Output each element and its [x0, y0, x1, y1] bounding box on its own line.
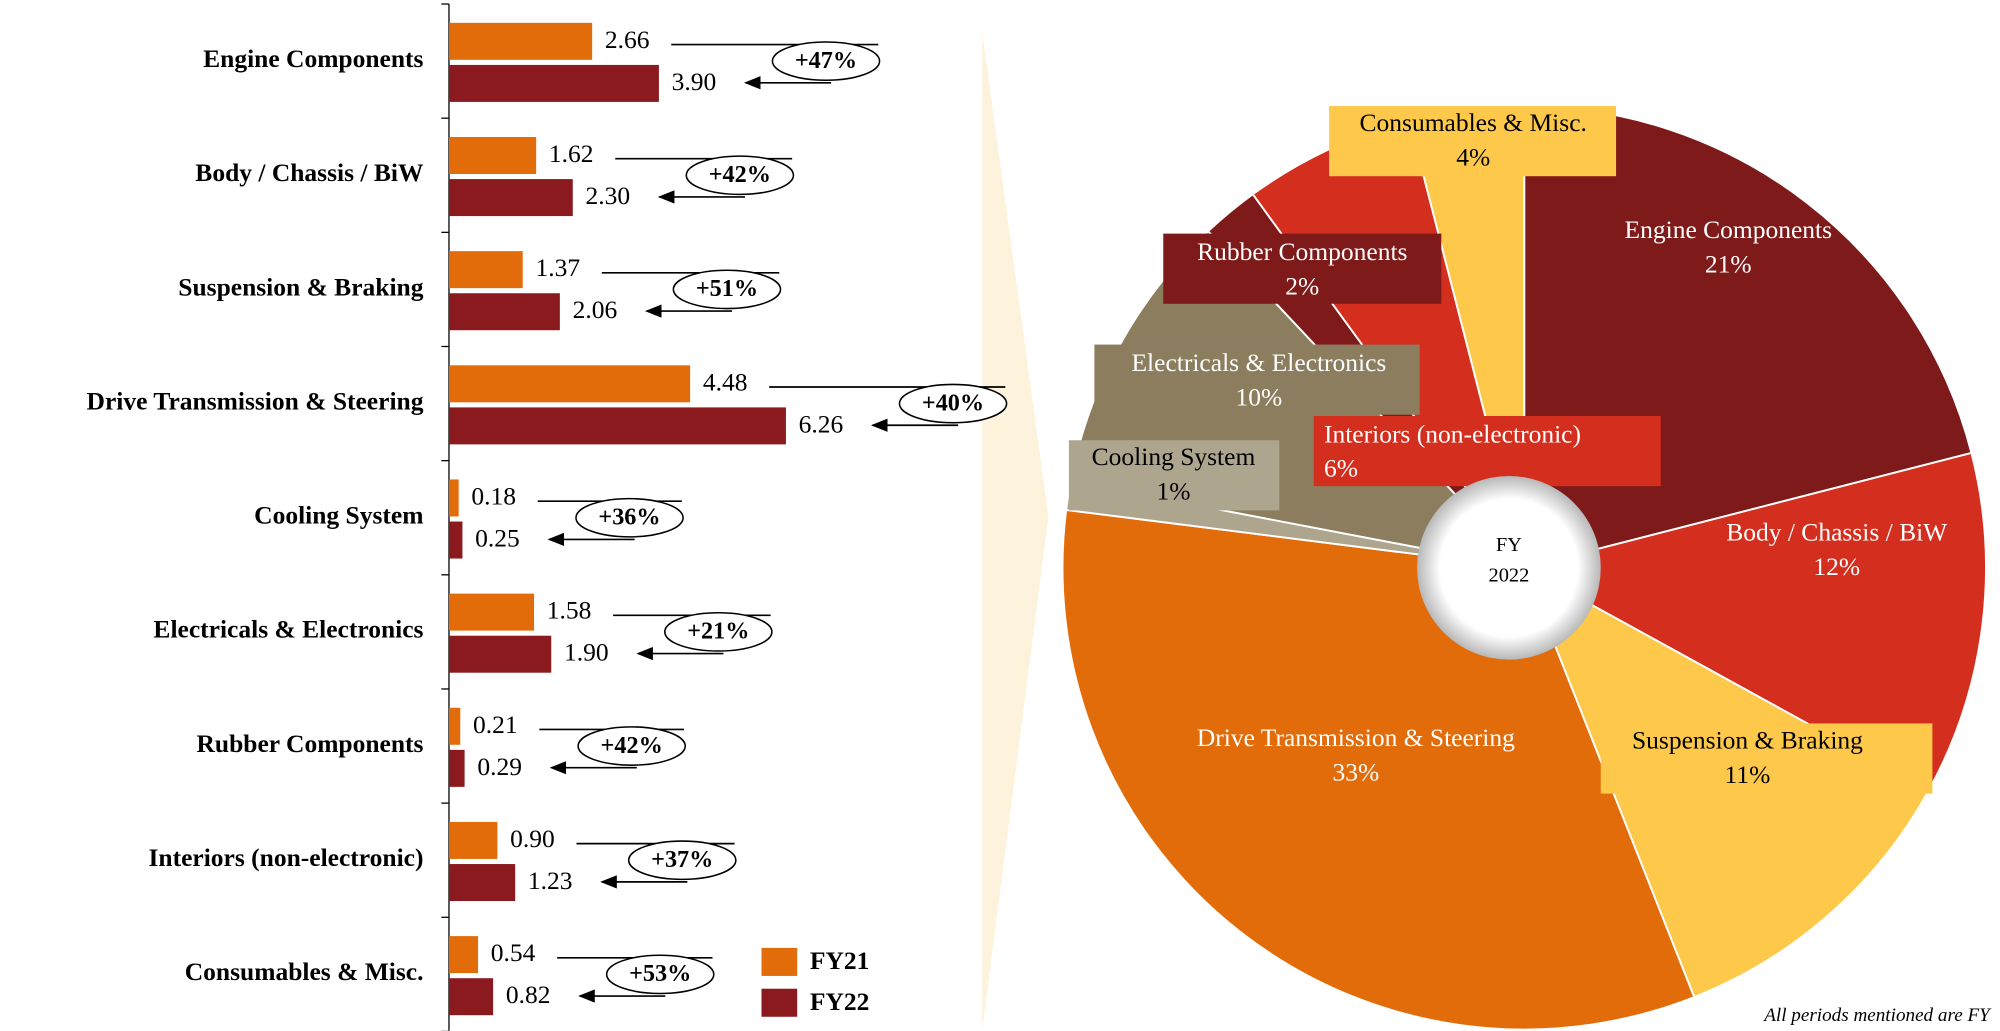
bar [448, 749, 465, 787]
category-label: Electricals & Electronics [153, 615, 423, 644]
slice-label: Drive Transmission & Steering [1197, 723, 1515, 752]
value-label: 0.54 [491, 938, 536, 967]
bar [448, 479, 459, 517]
growth-label: +36% [598, 504, 660, 531]
growth-label: +51% [696, 275, 758, 302]
legend-swatch [761, 947, 798, 976]
value-label: 6.26 [799, 409, 844, 438]
slice-label: Engine Components [1625, 215, 1833, 244]
slice-value-label: 4% [1456, 142, 1490, 171]
value-label: 0.18 [471, 481, 516, 510]
value-label: 0.25 [475, 524, 520, 553]
value-label: 3.90 [672, 67, 717, 96]
growth-badge [627, 840, 737, 881]
label-box [1600, 723, 1933, 794]
growth-badge [575, 497, 684, 538]
slice-value-label: 1% [1156, 477, 1190, 506]
bar [448, 821, 498, 859]
category-label: Rubber Components [197, 729, 424, 758]
value-label: 0.82 [506, 980, 551, 1009]
value-label: 0.29 [477, 752, 522, 781]
value-label: 2.06 [573, 295, 618, 324]
bar [448, 936, 479, 974]
bar [448, 635, 552, 673]
bar [448, 707, 461, 745]
bar [448, 521, 463, 559]
value-label: 0.90 [510, 824, 555, 853]
category-label: Consumables & Misc. [185, 957, 424, 986]
category-label: Suspension & Braking [178, 272, 423, 301]
slice-value-label: 10% [1236, 382, 1283, 411]
growth-badge [664, 611, 773, 652]
slice-value-label: 11% [1725, 760, 1771, 789]
legend-label: FY21 [810, 946, 870, 975]
category-label: Cooling System [254, 501, 423, 530]
category-label: Drive Transmission & Steering [87, 386, 424, 415]
growth-label: +47% [795, 47, 857, 74]
bar [448, 293, 560, 331]
bar [448, 593, 535, 631]
legend-label: FY22 [810, 987, 870, 1016]
bar [448, 978, 494, 1016]
growth-badge [685, 155, 795, 196]
slice-value-label: 21% [1705, 250, 1752, 279]
slice-label: Electricals & Electronics [1131, 348, 1386, 377]
bar [448, 179, 573, 217]
category-label: Body / Chassis / BiW [195, 158, 424, 187]
value-label: 2.30 [586, 181, 631, 210]
slice-label: Interiors (non-electronic) [1324, 419, 1581, 448]
slice-label: Consumables & Misc. [1360, 108, 1587, 137]
value-label: 1.58 [547, 596, 592, 625]
growth-badge [898, 383, 1008, 424]
label-box [1068, 440, 1280, 511]
growth-label: +37% [651, 846, 713, 873]
center-hole [1417, 475, 1601, 660]
slice-label: Cooling System [1092, 442, 1256, 471]
bar [448, 136, 537, 174]
pie-slice [1521, 451, 1987, 792]
slice-value-label: 33% [1332, 757, 1379, 786]
growth-badge [672, 269, 782, 310]
label-box [1163, 233, 1442, 304]
label-box [1329, 106, 1617, 177]
value-label: 0.21 [473, 710, 518, 739]
value-label: 1.90 [564, 638, 609, 667]
growth-label: +42% [601, 732, 663, 759]
slice-value-label: 12% [1813, 552, 1860, 581]
growth-badge [771, 41, 881, 81]
slice-label: Suspension & Braking [1632, 725, 1863, 754]
value-label: 1.37 [535, 253, 580, 282]
growth-badge [577, 726, 687, 766]
growth-label: +42% [709, 161, 771, 188]
category-label: Interiors (non-electronic) [148, 843, 423, 872]
growth-badge [605, 954, 715, 995]
slice-label: Rubber Components [1197, 237, 1407, 266]
label-box [1313, 416, 1661, 487]
value-label: 4.48 [703, 367, 748, 396]
bar [448, 64, 659, 102]
label-box [1094, 344, 1420, 415]
growth-label: +53% [629, 960, 691, 987]
value-label: 1.23 [528, 866, 573, 895]
bar [448, 251, 523, 289]
value-label: 2.66 [605, 25, 650, 54]
footnote: All periods mentioned are FY [1762, 1005, 1992, 1026]
value-label: 1.62 [549, 139, 594, 168]
bar [448, 407, 786, 445]
slice-value-label: 2% [1285, 271, 1319, 300]
bar [448, 365, 691, 403]
growth-label: +21% [687, 618, 749, 645]
center-label: 2022 [1489, 564, 1530, 586]
slice-label: Body / Chassis / BiW [1726, 517, 1948, 546]
divider [982, 32, 1049, 1031]
slice-value-label: 6% [1324, 454, 1358, 483]
category-label: Engine Components [203, 44, 423, 73]
bar [448, 864, 516, 902]
bar [448, 22, 593, 60]
growth-label: +40% [922, 389, 984, 416]
legend-swatch [761, 988, 798, 1017]
center-label: FY [1496, 534, 1522, 556]
